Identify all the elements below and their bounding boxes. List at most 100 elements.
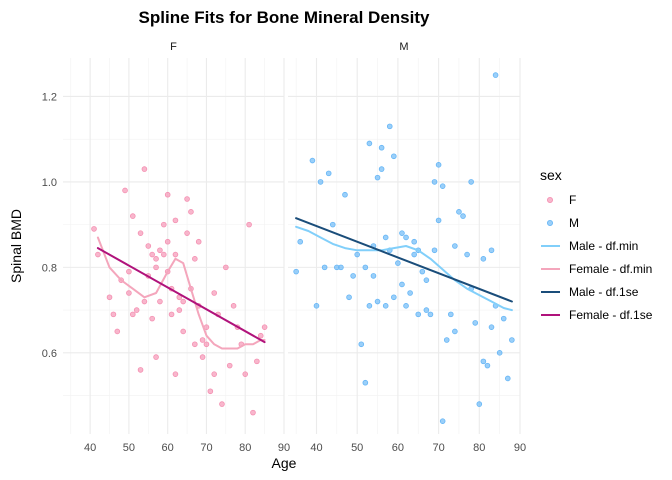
data-point bbox=[172, 371, 179, 377]
data-point bbox=[411, 251, 417, 258]
data-point bbox=[157, 298, 163, 305]
x-tick-label: 60 bbox=[392, 442, 404, 454]
data-point bbox=[382, 234, 389, 241]
data-point bbox=[149, 315, 155, 322]
data-point bbox=[192, 341, 198, 348]
data-point bbox=[114, 328, 121, 335]
data-point bbox=[504, 375, 511, 382]
data-point bbox=[391, 294, 397, 301]
data-point bbox=[141, 166, 148, 172]
data-point bbox=[391, 153, 397, 160]
data-point bbox=[122, 187, 128, 194]
data-point bbox=[110, 311, 117, 318]
data-point bbox=[448, 311, 454, 318]
data-point bbox=[492, 72, 499, 78]
data-point bbox=[419, 268, 426, 275]
data-point bbox=[423, 307, 430, 313]
data-point bbox=[309, 157, 316, 164]
data-point bbox=[464, 251, 470, 258]
data-point bbox=[184, 230, 190, 236]
data-point bbox=[439, 183, 446, 189]
data-point bbox=[500, 315, 507, 322]
legend-key-point bbox=[547, 196, 554, 203]
data-point bbox=[435, 162, 442, 168]
data-point bbox=[472, 320, 479, 326]
data-point bbox=[407, 290, 413, 296]
data-point bbox=[370, 273, 377, 279]
data-point bbox=[223, 264, 229, 271]
y-tick-label: 1.2 bbox=[42, 91, 57, 103]
data-point bbox=[211, 371, 218, 377]
data-point bbox=[378, 144, 385, 151]
data-point bbox=[141, 298, 148, 305]
data-point bbox=[362, 379, 369, 386]
y-tick-label: 1.0 bbox=[42, 177, 57, 189]
data-point bbox=[254, 358, 260, 365]
legend-title: sex bbox=[540, 167, 562, 183]
data-point bbox=[325, 170, 332, 177]
data-point bbox=[188, 209, 194, 215]
data-point bbox=[456, 209, 462, 215]
data-point bbox=[358, 341, 365, 348]
data-point bbox=[192, 256, 198, 262]
legend-label: F bbox=[569, 193, 576, 207]
data-point bbox=[250, 409, 256, 416]
data-point bbox=[180, 328, 186, 335]
x-tick-label: 40 bbox=[310, 442, 322, 454]
data-point bbox=[293, 268, 299, 275]
data-point bbox=[378, 166, 385, 172]
data-point bbox=[137, 230, 144, 236]
data-point bbox=[164, 238, 171, 245]
data-point bbox=[399, 281, 405, 288]
fit-line-male-df-min bbox=[295, 225, 513, 312]
data-point bbox=[172, 251, 179, 258]
legend-label: Male - df.min bbox=[569, 239, 638, 253]
data-point bbox=[161, 251, 167, 258]
data-point bbox=[480, 256, 487, 262]
data-point bbox=[164, 191, 171, 198]
data-point bbox=[106, 294, 113, 301]
data-point bbox=[211, 290, 218, 296]
fit-line-male-df-1se bbox=[295, 217, 513, 303]
data-point bbox=[395, 260, 401, 266]
data-point bbox=[439, 418, 446, 424]
data-point bbox=[257, 332, 264, 339]
data-point bbox=[386, 123, 393, 130]
data-point bbox=[91, 226, 97, 232]
data-point bbox=[488, 324, 495, 330]
data-point bbox=[399, 230, 405, 236]
data-point bbox=[350, 273, 356, 279]
panel-female: F 40 50 60 70 80 90 0.6 0.8 1.0 1.2 bbox=[42, 41, 290, 454]
data-point bbox=[195, 238, 202, 245]
x-tick-label: 80 bbox=[239, 442, 251, 454]
data-point bbox=[153, 256, 159, 262]
data-point bbox=[427, 311, 434, 318]
data-point bbox=[203, 341, 210, 348]
data-point bbox=[313, 303, 320, 309]
data-point bbox=[374, 298, 381, 305]
data-point bbox=[423, 277, 430, 283]
data-point bbox=[509, 337, 515, 343]
data-point bbox=[157, 247, 163, 254]
data-point bbox=[126, 268, 132, 275]
data-point bbox=[207, 388, 214, 395]
data-point bbox=[199, 354, 206, 360]
x-tick-label: 90 bbox=[514, 442, 526, 454]
data-point bbox=[362, 264, 369, 271]
x-tick-label: 60 bbox=[162, 442, 174, 454]
data-point bbox=[496, 350, 503, 356]
data-point bbox=[431, 179, 438, 185]
data-point bbox=[480, 358, 487, 365]
x-tick-label: 80 bbox=[473, 442, 485, 454]
legend-label: M bbox=[569, 216, 579, 230]
data-point bbox=[199, 337, 206, 343]
data-point bbox=[129, 213, 136, 219]
x-tick-label: 50 bbox=[123, 442, 135, 454]
data-point bbox=[346, 294, 352, 301]
x-tick-label: 70 bbox=[200, 442, 212, 454]
data-point bbox=[374, 174, 381, 181]
data-point bbox=[468, 179, 474, 185]
fit-line-female-df-1se bbox=[96, 247, 266, 344]
data-point bbox=[366, 303, 373, 309]
data-point bbox=[354, 251, 360, 258]
